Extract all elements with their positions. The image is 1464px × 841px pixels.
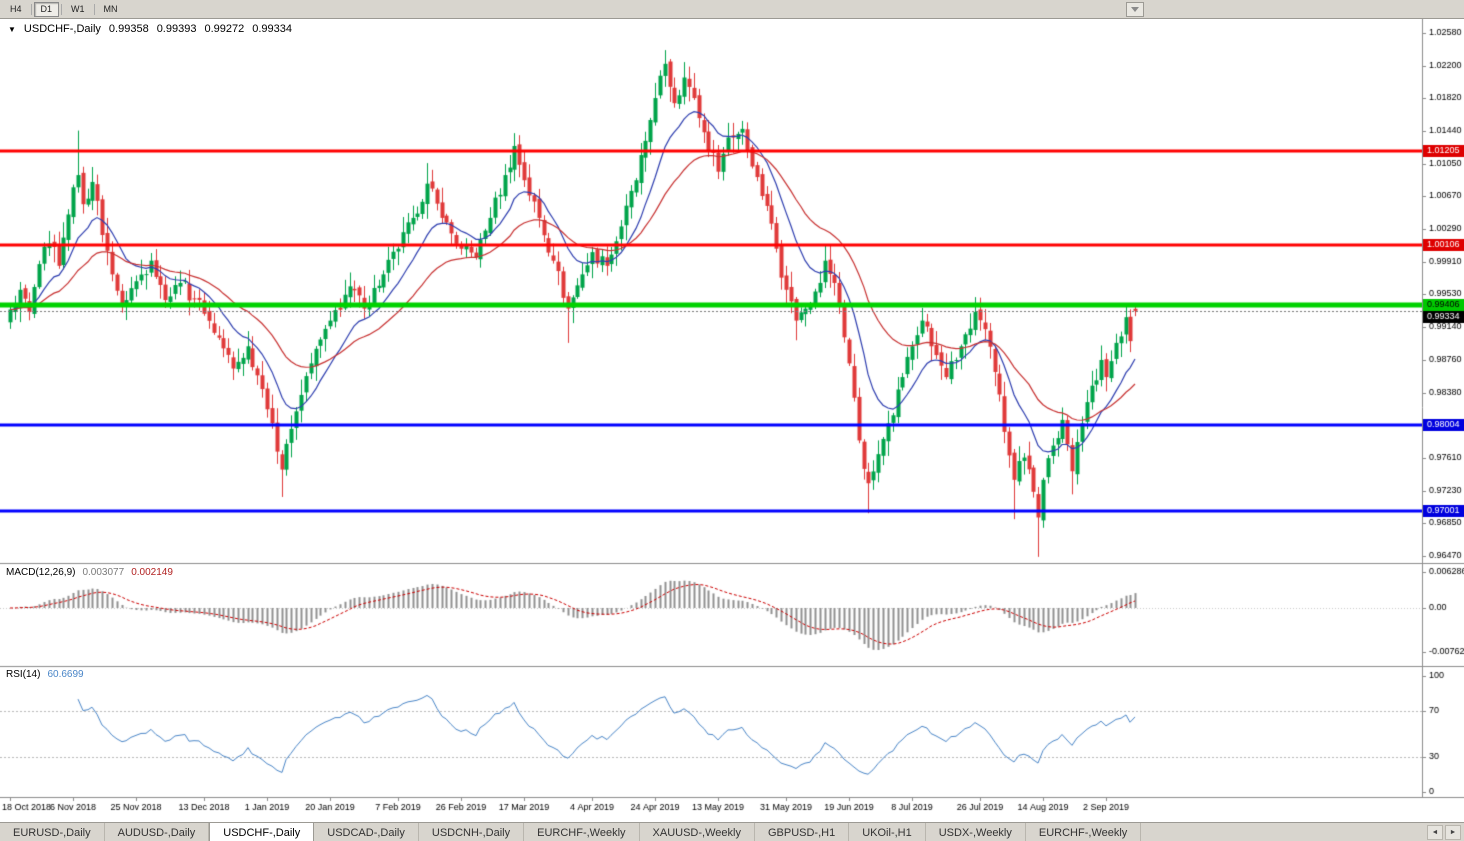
chart-tab-audusd-daily[interactable]: AUDUSD-,Daily <box>105 823 210 841</box>
tabs-scroll-right-button[interactable]: ► <box>1445 825 1461 840</box>
rsi-label: RSI(14) <box>6 669 41 680</box>
chart-tab-usdcad-daily[interactable]: USDCAD-,Daily <box>314 823 419 841</box>
tabs-scroll-left-button[interactable]: ◄ <box>1427 825 1443 840</box>
rsi-indicator-header: RSI(14) 60.6699 <box>6 669 84 680</box>
tab-scroll-arrows: ◄ ► <box>1427 823 1464 841</box>
symbol-dropdown-icon[interactable]: ▼ <box>8 24 16 34</box>
chart-tab-eurchf-weekly[interactable]: EURCHF-,Weekly <box>524 823 640 841</box>
chart-tab-usdchf-daily[interactable]: USDCHF-,Daily <box>209 823 315 841</box>
ohlc-high: 0.99393 <box>156 23 197 35</box>
chart-tab-xauusd-weekly[interactable]: XAUUSD-,Weekly <box>640 823 755 841</box>
ohlc-close: 0.99334 <box>252 23 292 35</box>
ohlc-open: 0.99358 <box>108 23 149 35</box>
macd-signal-value: 0.002149 <box>131 567 173 578</box>
chart-shift-icon <box>1131 7 1139 12</box>
chart-tab-eurchf-weekly[interactable]: EURCHF-,Weekly <box>1026 823 1142 841</box>
toolbar-separator <box>61 3 63 15</box>
ohlc-low: 0.99272 <box>204 23 245 35</box>
chart-tab-usdx-weekly[interactable]: USDX-,Weekly <box>926 823 1026 841</box>
toolbar-separator <box>93 3 95 15</box>
macd-indicator-header: MACD(12,26,9) 0.003077 0.002149 <box>6 567 173 578</box>
timeframe-button-mn[interactable]: MN <box>103 3 118 14</box>
chart-tab-ukoil-h1[interactable]: UKOil-,H1 <box>849 823 926 841</box>
rsi-value: 60.6699 <box>47 669 84 680</box>
macd-label: MACD(12,26,9) <box>6 567 76 578</box>
macd-main-value: 0.003077 <box>82 567 125 578</box>
chart-tabs: EURUSD-,Daily AUDUSD-,Daily USDCHF-,Daily U… <box>0 823 1142 841</box>
chart-tabs-bar: EURUSD-,Daily AUDUSD-,Daily USDCHF-,Daily U… <box>0 822 1464 841</box>
chart-tab-usdcnh-daily[interactable]: USDCNH-,Daily <box>419 823 525 841</box>
timeframe-buttons: H4 D1 W1 MN <box>0 0 125 18</box>
timeframe-button-d1[interactable]: D1 <box>33 1 60 17</box>
timeframe-button-h4[interactable]: H4 <box>10 3 22 14</box>
chart-tab-gbpusd-h1[interactable]: GBPUSD-,H1 <box>755 823 850 841</box>
toolbar: H4 D1 W1 MN <box>0 0 1464 19</box>
chart-symbol-label: USDCHF-,Daily <box>23 23 101 35</box>
chart-shift-marker[interactable] <box>1126 2 1144 17</box>
timeframe-button-w1[interactable]: W1 <box>71 3 85 14</box>
toolbar-separator <box>30 3 32 15</box>
chart-tab-eurusd-daily[interactable]: EURUSD-,Daily <box>0 823 105 841</box>
chart-header: ▼ USDCHF-,Daily 0.99358 0.99393 0.99272 … <box>8 23 292 35</box>
